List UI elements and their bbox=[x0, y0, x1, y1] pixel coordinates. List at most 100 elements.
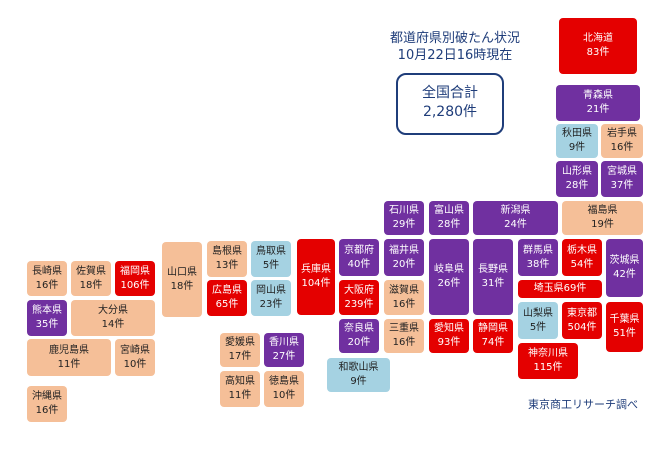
pref-count: 13件 bbox=[215, 260, 239, 271]
pref-okinawa: 沖縄県 16件 bbox=[27, 386, 67, 422]
pref-count: 29件 bbox=[392, 219, 416, 230]
pref-count: 504件 bbox=[567, 321, 597, 333]
pref-count: 11件 bbox=[228, 390, 252, 401]
pref-name: 東京都 bbox=[567, 307, 597, 319]
pref-name: 京都府 bbox=[344, 244, 374, 256]
pref-name: 福島県 bbox=[587, 205, 618, 216]
title-line-1: 都道府県別破たん状況 bbox=[389, 31, 520, 46]
pref-hokkaido: 北海道 83件 bbox=[559, 18, 637, 74]
pref-count: 115件 bbox=[533, 362, 563, 373]
pref-count: 5件 bbox=[262, 260, 280, 271]
pref-name: 千葉県 bbox=[609, 314, 640, 325]
pref-count: 9件 bbox=[568, 142, 586, 153]
pref-name: 島根県 bbox=[212, 246, 242, 257]
pref-count: 9件 bbox=[350, 376, 367, 387]
pref-name: 静岡県 bbox=[478, 323, 508, 334]
pref-ishikawa: 石川県 29件 bbox=[384, 201, 424, 235]
pref-name: 大分県 bbox=[98, 305, 128, 316]
pref-wakayama: 和歌山県 9件 bbox=[327, 358, 390, 392]
pref-kagoshima: 鹿児島県 11件 bbox=[27, 339, 111, 376]
pref-count: 5件 bbox=[529, 321, 547, 333]
pref-count: 16件 bbox=[392, 337, 416, 348]
pref-count: 83件 bbox=[586, 47, 610, 58]
pref-kyoto: 京都府 40件 bbox=[339, 239, 379, 276]
pref-count: 17件 bbox=[228, 351, 252, 362]
pref-kochi: 高知県 11件 bbox=[220, 371, 260, 407]
pref-niigata: 新潟県 24件 bbox=[473, 201, 558, 235]
pref-ehime: 愛媛県 17件 bbox=[220, 333, 260, 367]
pref-count: 10件 bbox=[272, 390, 296, 401]
pref-aichi: 愛知県 93件 bbox=[429, 319, 469, 353]
pref-name: 山梨県 bbox=[523, 307, 553, 319]
pref-fukuoka: 福岡県 106件 bbox=[115, 261, 155, 296]
pref-iwate: 岩手県 16件 bbox=[601, 124, 643, 158]
pref-tottori: 鳥取県 5件 bbox=[251, 241, 291, 277]
pref-name: 新潟県 bbox=[500, 205, 531, 216]
pref-count: 20件 bbox=[347, 337, 371, 348]
pref-count: 65件 bbox=[215, 299, 239, 310]
pref-oita: 大分県 14件 bbox=[71, 300, 155, 336]
pref-ibaraki: 茨城県 42件 bbox=[606, 239, 643, 297]
pref-count: 23件 bbox=[259, 299, 283, 310]
total-value: 2,280件 bbox=[422, 104, 478, 120]
pref-name: 佐賀県 bbox=[76, 265, 106, 277]
pref-nagano: 長野県 31件 bbox=[473, 239, 513, 315]
pref-count: 93件 bbox=[437, 337, 461, 348]
source-credit: 東京商工リサーチ調べ bbox=[528, 398, 638, 411]
pref-count: 74件 bbox=[481, 337, 505, 348]
pref-name: 長崎県 bbox=[32, 265, 62, 277]
pref-name: 岐阜県 bbox=[434, 264, 464, 275]
pref-count: 21件 bbox=[586, 104, 610, 115]
pref-name: 茨城県 bbox=[609, 255, 640, 266]
pref-yamanashi: 山梨県 5件 bbox=[518, 302, 558, 339]
pref-count: 31件 bbox=[481, 278, 505, 289]
pref-name: 熊本県 bbox=[32, 305, 62, 316]
pref-name: 兵庫県 bbox=[301, 264, 331, 275]
pref-yamaguchi: 山口県 18件 bbox=[162, 242, 202, 317]
total-label: 全国合計 bbox=[422, 85, 478, 101]
pref-toyama: 富山県 28件 bbox=[429, 201, 469, 235]
pref-gifu: 岐阜県 26件 bbox=[429, 239, 469, 315]
pref-fukui: 福井県 20件 bbox=[384, 239, 424, 276]
pref-name: 宮崎県 bbox=[120, 344, 150, 356]
pref-name: 石川県 bbox=[389, 205, 419, 216]
pref-count: 69件 bbox=[563, 283, 587, 294]
pref-gunma: 群馬県 38件 bbox=[518, 239, 558, 276]
pref-tochigi: 栃木県 54件 bbox=[562, 239, 602, 276]
pref-mie: 三重県 16件 bbox=[384, 319, 424, 353]
pref-saga: 佐賀県 18件 bbox=[71, 261, 111, 296]
pref-count: 11件 bbox=[57, 358, 81, 370]
pref-count: 16件 bbox=[610, 142, 634, 153]
pref-name: 鳥取県 bbox=[256, 246, 286, 257]
pref-name: 山形県 bbox=[562, 166, 592, 177]
pref-shiga: 滋賀県 16件 bbox=[384, 280, 424, 315]
pref-nara: 奈良県 20件 bbox=[339, 319, 379, 353]
pref-miyazaki: 宮崎県 10件 bbox=[115, 339, 155, 376]
pref-name: 大阪府 bbox=[344, 284, 374, 296]
pref-name: 高知県 bbox=[225, 376, 255, 387]
pref-osaka: 大阪府 239件 bbox=[339, 280, 379, 315]
pref-name: 埼玉県 bbox=[533, 283, 564, 294]
pref-count: 106件 bbox=[120, 279, 150, 291]
pref-count: 54件 bbox=[570, 258, 594, 270]
pref-name: 青森県 bbox=[583, 90, 613, 101]
pref-yamagata: 山形県 28件 bbox=[556, 161, 598, 197]
pref-name: 奈良県 bbox=[344, 323, 374, 334]
pref-kumamoto: 熊本県 35件 bbox=[27, 300, 67, 336]
pref-name: 香川県 bbox=[269, 337, 299, 348]
national-total-box: 全国合計 2,280件 bbox=[396, 73, 504, 135]
pref-aomori: 青森県 21件 bbox=[556, 85, 640, 121]
pref-chiba: 千葉県 51件 bbox=[606, 302, 643, 352]
pref-count: 14件 bbox=[101, 319, 125, 330]
pref-count: 37件 bbox=[610, 180, 634, 191]
pref-name: 滋賀県 bbox=[389, 284, 419, 296]
pref-count: 42件 bbox=[613, 269, 636, 280]
pref-shimane: 島根県 13件 bbox=[207, 241, 247, 277]
pref-count: 27件 bbox=[272, 351, 296, 362]
pref-count: 18件 bbox=[170, 280, 194, 292]
pref-hyogo: 兵庫県 104件 bbox=[297, 239, 335, 315]
pref-name: 栃木県 bbox=[567, 244, 597, 256]
pref-count: 239件 bbox=[344, 298, 374, 310]
pref-name: 長野県 bbox=[478, 264, 508, 275]
pref-name: 宮城県 bbox=[607, 166, 637, 177]
